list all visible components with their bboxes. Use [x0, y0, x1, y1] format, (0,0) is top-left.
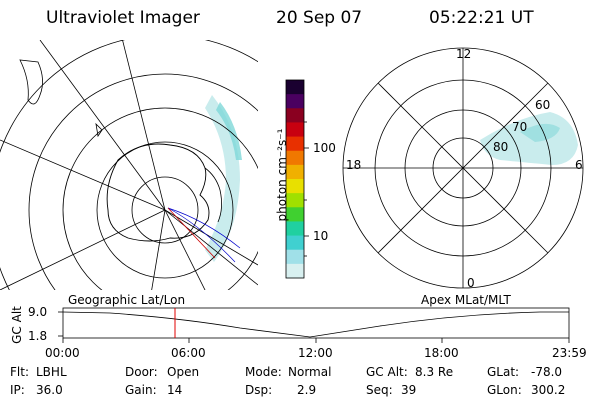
info-flt-value: LBHL — [36, 365, 67, 379]
south-america-outline — [19, 59, 43, 105]
instrument-title: Ultraviolet Imager — [46, 8, 200, 28]
mlt-label-12: 12 — [456, 47, 472, 61]
info-seq-value: 39 — [401, 383, 417, 397]
timeline-ytick-low: 1.8 — [28, 329, 48, 343]
info-dsp-key: Dsp: — [245, 383, 273, 397]
time-label: 05:22:21 UT — [429, 8, 534, 28]
colorbar-swatch — [286, 164, 304, 180]
info-flt-key: Flt: — [10, 365, 29, 379]
info-mode-value: Normal — [288, 365, 332, 379]
info-seq-key: Seq: — [366, 383, 393, 397]
timeline-plot — [58, 307, 570, 343]
mlt-label-0: 0 — [467, 276, 475, 290]
colorbar-swatch — [286, 150, 304, 166]
info-glon-key: GLon: — [487, 383, 522, 397]
info-gcalt-value: 8.3 Re — [415, 365, 454, 379]
colorbar-tick-10: 10 — [313, 229, 329, 243]
colorbar-swatch — [286, 136, 304, 152]
info-dsp-value: 2.9 — [297, 383, 317, 397]
colorbar-swatch — [286, 193, 304, 208]
timeline-xtick-0000: 00:00 — [45, 346, 80, 360]
colorbar-swatch — [286, 207, 304, 222]
colorbar-swatch — [286, 122, 304, 138]
timeline-xtick-0600: 06:00 — [171, 346, 206, 360]
mlt-label-6: 6 — [575, 158, 583, 172]
mlat-label-60: 60 — [535, 98, 551, 112]
colorbar-label: photon cm⁻²s⁻¹ — [275, 128, 289, 222]
timeline-xtick-2359: 23:59 — [552, 346, 587, 360]
altitude-curve — [62, 311, 569, 338]
mlt-label-18: 18 — [346, 158, 362, 172]
info-gcalt-key: GC Alt: — [366, 365, 408, 379]
colorbar-swatch — [286, 249, 304, 265]
timeline-xtick-1800: 18:00 — [424, 346, 459, 360]
timeline-xtick-1200: 12:00 — [298, 346, 333, 360]
right-projection-label: Apex MLat/MLT — [421, 293, 511, 307]
colorbar-swatch — [286, 108, 304, 123]
colorbar-swatch — [286, 94, 304, 109]
mlat-mlt-map — [342, 47, 584, 289]
timeline-y-label: GC Alt — [10, 306, 24, 344]
colorbar-tick-100: 100 — [313, 141, 336, 155]
colorbar-swatch — [286, 263, 304, 279]
info-door-key: Door: — [125, 365, 158, 379]
info-gain-key: Gain: — [125, 383, 157, 397]
info-glat-key: GLat: — [487, 365, 520, 379]
colorbar-swatch — [286, 235, 304, 251]
aurora-emission-right — [480, 112, 578, 165]
geographic-map — [0, 40, 258, 290]
antarctica-outline — [106, 143, 210, 242]
info-door-value: Open — [167, 365, 200, 379]
info-glon-value: 300.2 — [531, 383, 566, 397]
colorbar-swatch — [286, 221, 304, 237]
info-ip-key: IP: — [10, 383, 25, 397]
colorbar-swatch — [286, 179, 304, 194]
info-ip-value: 36.0 — [36, 383, 63, 397]
timeline-ytick-high: 9.0 — [28, 305, 48, 319]
info-glat-value: -78.0 — [531, 365, 563, 379]
colorbar-swatch — [286, 80, 304, 95]
mlat-label-80: 80 — [493, 140, 509, 154]
left-projection-label: Geographic Lat/Lon — [68, 293, 186, 307]
info-gain-value: 14 — [167, 383, 183, 397]
date-label: 20 Sep 07 — [276, 8, 363, 28]
info-mode-key: Mode: — [245, 365, 282, 379]
mlat-label-70: 70 — [512, 120, 528, 134]
colorbar — [286, 80, 304, 279]
